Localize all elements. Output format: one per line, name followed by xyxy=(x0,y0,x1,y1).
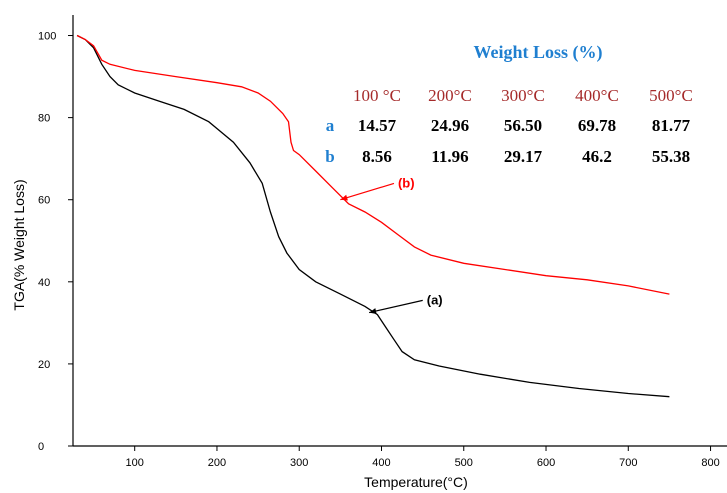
table-header: 200°C xyxy=(428,86,472,105)
table-cell: 55.38 xyxy=(652,147,690,166)
table-cell: 24.96 xyxy=(431,116,469,135)
x-tick-label: 400 xyxy=(372,457,390,469)
annotation-arrowhead-a xyxy=(369,308,377,314)
annotation-arrowhead-b xyxy=(340,194,348,201)
series-line-a xyxy=(76,34,670,398)
y-tick-label: 0 xyxy=(38,441,44,453)
table-cell: 56.50 xyxy=(504,116,542,135)
table-title: Weight Loss (%) xyxy=(473,42,602,63)
table-cell: 29.17 xyxy=(504,147,543,166)
table-row-label: b xyxy=(325,147,334,166)
y-axis-title: TGA(% Weight Loss) xyxy=(11,179,27,310)
y-tick-label: 20 xyxy=(38,359,50,371)
x-tick-label: 300 xyxy=(290,457,308,469)
table-cell: 69.78 xyxy=(578,116,616,135)
table-cell: 46.2 xyxy=(582,147,612,166)
x-tick-label: 700 xyxy=(619,457,637,469)
table-cell: 14.57 xyxy=(358,116,397,135)
annotation-arrow-b xyxy=(340,182,395,201)
annotation-label-b: (b) xyxy=(398,175,415,190)
x-tick-label: 500 xyxy=(455,457,473,469)
y-tick-label: 60 xyxy=(38,195,50,207)
plot-frame xyxy=(72,15,727,447)
table-cell: 11.96 xyxy=(431,147,468,166)
y-tick-label: 80 xyxy=(38,113,50,125)
table-cell: 8.56 xyxy=(362,147,392,166)
table-header: 500°C xyxy=(649,86,693,105)
series-layer xyxy=(76,34,670,398)
annotation-label-a: (a) xyxy=(427,292,443,307)
x-tick-label: 600 xyxy=(537,457,555,469)
y-tick-label: 100 xyxy=(38,31,56,43)
weight-loss-table: Weight Loss (%) 100 °C 200°C 300°C 400°C 500°… xyxy=(325,42,693,166)
annotation-layer: (a) (b) xyxy=(340,175,443,314)
table-header: 300°C xyxy=(501,86,545,105)
ticks-layer: 100 200 300 400 500 600 700 800 0 20 40 60 80 100 xyxy=(38,31,720,469)
table-cell: 81.77 xyxy=(652,116,691,135)
table-row-label: a xyxy=(326,116,335,135)
table-header: 400°C xyxy=(575,86,619,105)
annotation-arrow-a xyxy=(369,299,423,314)
y-tick-label: 40 xyxy=(38,277,50,289)
table-header: 100 °C xyxy=(353,86,401,105)
x-tick-label: 200 xyxy=(208,457,226,469)
x-axis-title: Temperature(°C) xyxy=(364,474,468,490)
x-tick-label: 100 xyxy=(126,457,144,469)
series-line-b xyxy=(76,34,670,295)
x-tick-label: 800 xyxy=(701,457,719,469)
